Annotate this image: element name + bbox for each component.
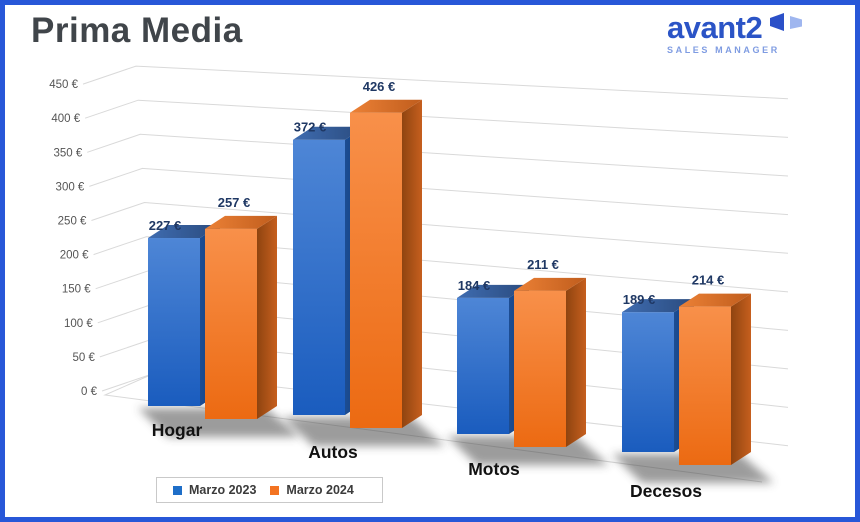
- y-axis-tick-label: 250 €: [58, 216, 87, 228]
- bar-top-face: [622, 299, 694, 313]
- bar-top-face: [350, 99, 422, 113]
- bar-front-face: [350, 112, 402, 428]
- gridline: [89, 167, 789, 216]
- bar-top-face: [293, 126, 365, 140]
- y-axis-tick-label: 300 €: [56, 181, 85, 193]
- category-label-autos: Autos: [308, 442, 358, 462]
- avant2-mark-icon: [770, 13, 803, 31]
- data-label: 214 €: [692, 273, 725, 288]
- y-axis-tick-label: 400 €: [51, 113, 80, 125]
- y-axis-tick-label: 100 €: [64, 318, 93, 330]
- y-axis-tick-label: 350 €: [53, 147, 82, 159]
- brand-name: avant2: [667, 10, 763, 45]
- gridline: [87, 133, 789, 177]
- gridline: [82, 65, 789, 100]
- bar-side-face: [257, 215, 277, 419]
- bar-front-face: [293, 139, 345, 415]
- gridline: [84, 99, 789, 138]
- bar-front-face: [148, 238, 200, 406]
- bar-autos-marzo-2024: 426 €: [350, 79, 422, 428]
- legend-item-marzo-2024: Marzo 2024: [270, 483, 354, 497]
- bar-front-face: [679, 306, 731, 465]
- category-label-decesos: Decesos: [630, 481, 702, 501]
- bar-side-face: [402, 99, 422, 428]
- bar-front-face: [457, 297, 509, 434]
- category-group-motos: 184 € 211 € Motos: [447, 257, 609, 479]
- legend-item-marzo-2023: Marzo 2023: [173, 483, 256, 497]
- data-label: 227 €: [149, 218, 182, 233]
- bar-top-face: [514, 277, 586, 291]
- bar-decesos-marzo-2024: 214 €: [679, 273, 751, 465]
- bar-front-face: [514, 290, 566, 447]
- category-group-autos: 372 € 426 € Autos: [283, 79, 445, 462]
- bar-side-face: [566, 277, 586, 447]
- brand-subtitle: SALES MANAGER: [667, 45, 780, 55]
- legend-swatch-marzo-2023: [173, 485, 182, 495]
- data-label: 372 €: [294, 120, 327, 135]
- chart-legend: Marzo 2023 Marzo 2024: [156, 477, 383, 503]
- y-axis-tick-label: 200 €: [60, 250, 89, 262]
- page-title: Prima Media: [31, 11, 243, 50]
- bar-top-face: [205, 215, 277, 229]
- data-label: 257 €: [218, 195, 251, 210]
- y-axis-tick-label: 450 €: [49, 79, 78, 91]
- bar-motos-marzo-2024: 211 €: [514, 257, 586, 447]
- bar-hogar-marzo-2024: 257 €: [205, 195, 277, 419]
- data-label: 184 €: [458, 278, 491, 293]
- brand-logo: avant2 SALES MANAGER: [667, 10, 837, 55]
- legend-swatch-marzo-2024: [270, 485, 280, 495]
- category-label-motos: Motos: [468, 459, 520, 479]
- legend-label: Marzo 2023: [189, 483, 257, 497]
- gridline: [91, 201, 789, 254]
- gridline: [93, 236, 789, 293]
- bar-side-face: [731, 293, 751, 465]
- legend-label: Marzo 2024: [286, 483, 354, 497]
- category-group-decesos: 189 € 214 € Decesos: [612, 273, 774, 501]
- bar-front-face: [205, 228, 257, 419]
- category-label-hogar: Hogar: [152, 420, 203, 440]
- data-label: 211 €: [527, 257, 559, 272]
- data-label: 426 €: [363, 79, 396, 94]
- data-label: 189 €: [623, 292, 656, 307]
- bar-top-face: [457, 284, 529, 298]
- bar-top-face: [679, 293, 751, 307]
- bar-front-face: [622, 312, 674, 452]
- category-group-hogar: 227 € 257 € Hogar: [138, 195, 300, 440]
- y-axis-tick-label: 150 €: [62, 284, 91, 296]
- y-axis-tick-label: 0 €: [81, 386, 98, 398]
- y-axis-tick-label: 50 €: [72, 352, 95, 364]
- prima-media-3d-bar-chart: 0 € 50 € 100 € 150 € 200 € 250 € 300 € 350 € 400…: [49, 65, 789, 501]
- bar-top-face: [148, 225, 220, 239]
